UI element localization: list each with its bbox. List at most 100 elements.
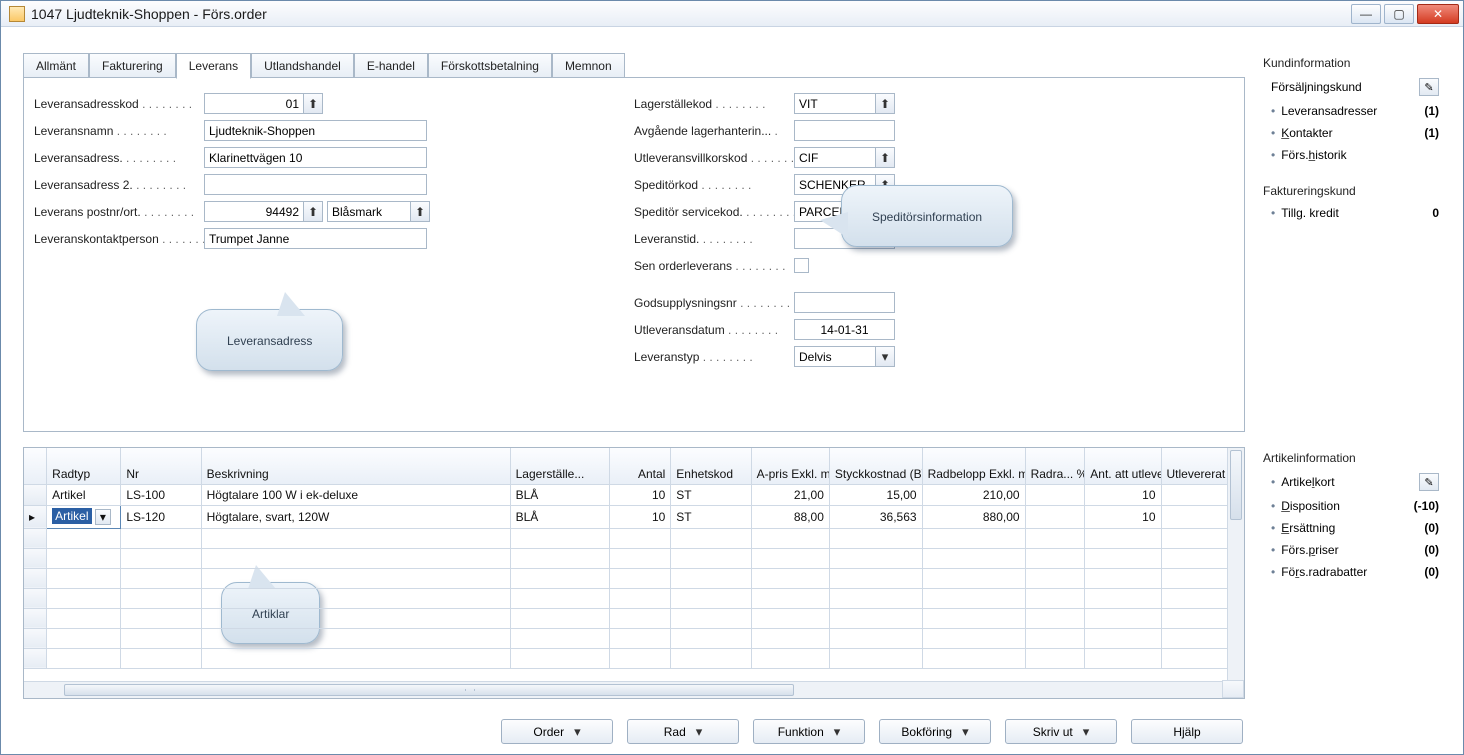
table-row[interactable]: ▸Artikel ▾LS-120Högtalare, svart, 120WBL… <box>24 505 1244 528</box>
window-title: 1047 Ljudteknik-Shoppen - Förs.order <box>31 6 1351 22</box>
utleveransvillkor-lookup[interactable]: ⬆ <box>876 147 895 168</box>
leveransadress2-input[interactable] <box>204 174 427 195</box>
postnr-input[interactable] <box>204 201 304 222</box>
side-link[interactable]: •Förs.priser(0) <box>1261 539 1441 561</box>
leveranstyp-input[interactable] <box>794 346 876 367</box>
ort-input[interactable] <box>327 201 411 222</box>
kundinfo-title: Kundinformation <box>1261 52 1441 74</box>
tab-leverans[interactable]: Leverans <box>176 53 251 79</box>
artikelinfo-title: Artikelinformation <box>1261 447 1441 469</box>
title-bar: 1047 Ljudteknik-Shoppen - Förs.order — ▢… <box>1 1 1463 27</box>
col-antal[interactable]: Antal <box>609 448 671 484</box>
window: 1047 Ljudteknik-Shoppen - Förs.order — ▢… <box>0 0 1464 755</box>
side-link[interactable]: •Förs.historik <box>1261 144 1441 166</box>
utleveransdatum-input[interactable] <box>794 319 895 340</box>
tab-panel-leverans: Leveransadresskod . . . . . . . . ⬆ Lever… <box>23 77 1245 432</box>
table-row[interactable]: ArtikelLS-100Högtalare 100 W i ek-deluxe… <box>24 485 1244 506</box>
leveransadresskod-lookup[interactable]: ⬆ <box>304 93 323 114</box>
col-radra[interactable]: Radra... % <box>1025 448 1085 484</box>
tab-memnon[interactable]: Memnon <box>552 53 625 79</box>
app-icon <box>9 6 25 22</box>
close-button[interactable]: ✕ <box>1417 4 1459 24</box>
forsaljningskund-edit[interactable]: ✎ <box>1419 78 1439 96</box>
order-button[interactable]: Order▾ <box>501 719 613 744</box>
table-row[interactable] <box>24 648 1244 668</box>
artikelkort-edit[interactable]: ✎ <box>1419 473 1439 491</box>
avgaende-input[interactable] <box>794 120 895 141</box>
callout-speditor: Speditörsinformation <box>841 185 1013 247</box>
godsupplysning-input[interactable] <box>794 292 895 313</box>
utleveransvillkor-input[interactable] <box>794 147 876 168</box>
tillg-kredit[interactable]: •Tillg. kredit0 <box>1261 202 1441 224</box>
utdat-label: Utleveransdatum . . . . . . . . <box>634 323 794 337</box>
bokföring-button[interactable]: Bokföring▾ <box>879 719 991 744</box>
leveranstid-label: Leveranstid. . . . . . . . . <box>634 232 794 246</box>
side-link[interactable]: •Artikelkort✎ <box>1261 469 1441 495</box>
radtyp-dropdown[interactable]: ▾ <box>95 509 111 525</box>
col-beskr[interactable]: Beskrivning <box>201 448 510 484</box>
avgaende-label: Avgående lagerhanterin... . <box>634 124 794 138</box>
leveransadress-input[interactable] <box>204 147 427 168</box>
leveranskontaktperson-label: Leveranskontaktperson . . . . . . . . <box>34 232 204 246</box>
skriv-ut-button[interactable]: Skriv ut▾ <box>1005 719 1117 744</box>
grid-hscroll[interactable] <box>24 681 1227 698</box>
kundinformation-panel: Kundinformation Försäljningskund✎ •Leveran… <box>1261 52 1441 224</box>
leveranskontaktperson-input[interactable] <box>204 228 427 249</box>
table-row[interactable] <box>24 528 1244 548</box>
tab-allmänt[interactable]: Allmänt <box>23 53 89 79</box>
table-row[interactable] <box>24 608 1244 628</box>
postnr-lookup[interactable]: ⬆ <box>304 201 323 222</box>
leveransnamn-label: Leveransnamn . . . . . . . . <box>34 124 204 138</box>
funktion-button[interactable]: Funktion▾ <box>753 719 865 744</box>
maximize-button[interactable]: ▢ <box>1384 4 1414 24</box>
col-radb[interactable]: Radbelopp Exkl. moms <box>922 448 1025 484</box>
side-link[interactable]: •Förs.radrabatter(0) <box>1261 561 1441 583</box>
side-link[interactable]: •Kontakter(1) <box>1261 122 1441 144</box>
godsupplysning-label: Godsupplysningsnr . . . . . . . . <box>634 296 794 310</box>
col-apris[interactable]: A-pris Exkl. moms <box>751 448 829 484</box>
lagerstallekod-input[interactable] <box>794 93 876 114</box>
side-link[interactable]: •Disposition(-10) <box>1261 495 1441 517</box>
leveransadress2-label: Leveransadress 2. . . . . . . . . <box>34 178 204 192</box>
leveranstyp-dropdown[interactable]: ▾ <box>876 346 895 367</box>
leveransnamn-input[interactable] <box>204 120 427 141</box>
grid-vscroll[interactable] <box>1227 448 1244 681</box>
levtyp-label: Leveranstyp . . . . . . . . <box>634 350 794 364</box>
sen-label: Sen orderleverans . . . . . . . . <box>634 259 794 273</box>
col-enh[interactable]: Enhetskod <box>671 448 751 484</box>
tab-utlandshandel[interactable]: Utlandshandel <box>251 53 354 79</box>
leveransadresskod-input[interactable] <box>204 93 304 114</box>
forsaljningskund: Försäljningskund <box>1271 80 1419 94</box>
col-mark[interactable] <box>24 448 47 484</box>
lagerstallekod-label: Lagerställekod . . . . . . . . <box>634 97 794 111</box>
table-row[interactable] <box>24 628 1244 648</box>
rad-button[interactable]: Rad▾ <box>627 719 739 744</box>
hjälp-button[interactable]: Hjälp <box>1131 719 1243 744</box>
ort-lookup[interactable]: ⬆ <box>411 201 430 222</box>
tab-e-handel[interactable]: E-handel <box>354 53 428 79</box>
side-link[interactable]: •Leveransadresser(1) <box>1261 100 1441 122</box>
col-ant[interactable]: Ant. att utleverera <box>1085 448 1161 484</box>
callout-leveransadress: Leveransadress <box>196 309 343 371</box>
lagerstallekod-lookup[interactable]: ⬆ <box>876 93 895 114</box>
col-radtyp[interactable]: Radtyp <box>47 448 121 484</box>
tab-fakturering[interactable]: Fakturering <box>89 53 176 79</box>
col-nr[interactable]: Nr <box>121 448 201 484</box>
table-row[interactable] <box>24 588 1244 608</box>
tab-strip: AllmäntFaktureringLeveransUtlandshandelE… <box>23 52 625 78</box>
minimize-button[interactable]: — <box>1351 4 1381 24</box>
col-styck[interactable]: Styckkostnad (BVA) <box>829 448 922 484</box>
table-row[interactable] <box>24 548 1244 568</box>
speditor-service-label: Speditör servicekod. . . . . . . . . <box>634 205 794 219</box>
table-row[interactable] <box>24 568 1244 588</box>
sen-checkbox[interactable] <box>794 258 809 273</box>
tab-förskottsbetalning[interactable]: Förskottsbetalning <box>428 53 552 79</box>
faktureringskund: Faktureringskund <box>1261 180 1441 202</box>
col-lagst[interactable]: Lagerställe... <box>510 448 609 484</box>
side-link[interactable]: •Ersättning(0) <box>1261 517 1441 539</box>
artikelinformation-panel: Artikelinformation•Artikelkort✎•Disposit… <box>1261 447 1441 583</box>
button-bar: Order▾ Rad▾ Funktion▾ Bokföring▾ Skriv ut▾ Hj… <box>1 719 1463 744</box>
leveransadresskod-label: Leveransadresskod . . . . . . . . <box>34 97 204 111</box>
utleveransvillkor-label: Utleveransvillkorskod . . . . . . . <box>634 151 794 165</box>
grid-corner <box>1222 680 1244 698</box>
